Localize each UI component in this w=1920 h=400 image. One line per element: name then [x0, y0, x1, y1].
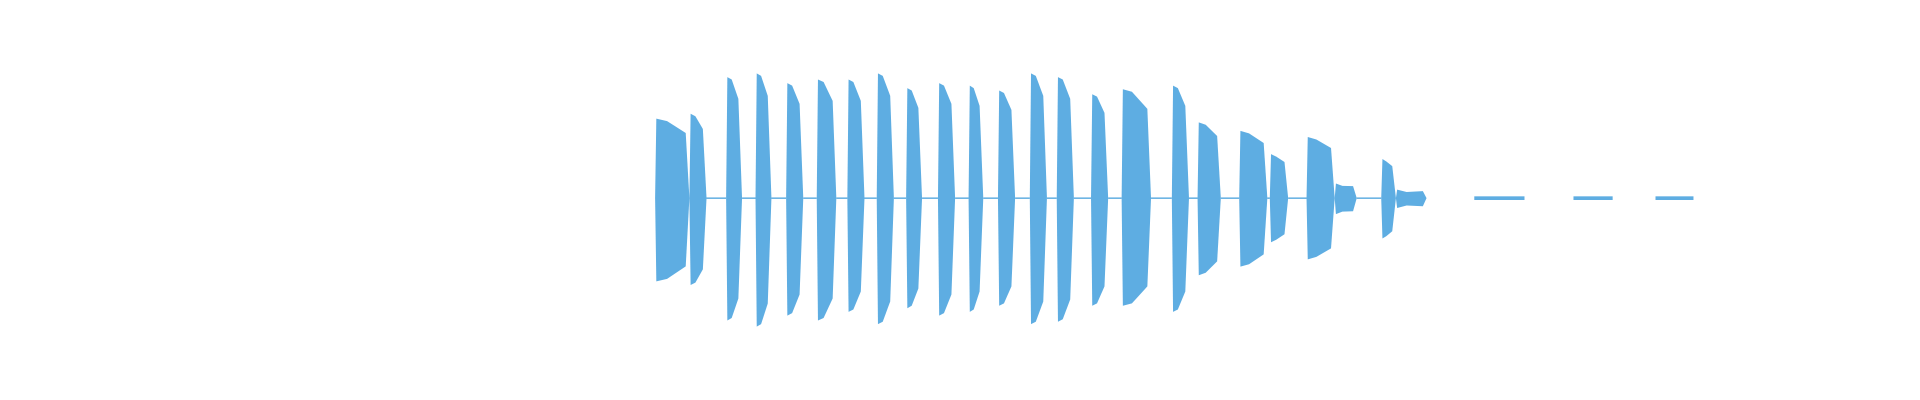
waveform-burst: [1056, 77, 1074, 322]
waveform-burst: [1306, 137, 1335, 260]
waveform-burst: [876, 73, 894, 325]
waveform-burst: [937, 83, 956, 316]
waveform-burst: [997, 90, 1016, 306]
waveform-silence: [922, 197, 938, 199]
waveform-burst: [816, 79, 837, 321]
waveform-burst: [1171, 85, 1189, 312]
waveform-burst: [786, 83, 804, 316]
waveform-burst: [906, 88, 923, 309]
waveform-tail: [1655, 196, 1694, 200]
waveform-silence: [1015, 197, 1030, 199]
waveform-burst: [689, 113, 707, 286]
waveform-silence: [1108, 197, 1122, 199]
waveform-silence: [1267, 197, 1270, 199]
waveform-silence: [742, 197, 756, 199]
waveform-burst: [1121, 89, 1152, 306]
waveform-burst: [755, 73, 772, 327]
waveform-burst: [1029, 73, 1047, 325]
waveform-silence: [864, 197, 877, 199]
waveform-silence: [1151, 197, 1172, 199]
waveform-burst: [726, 77, 743, 321]
waveform-silence: [803, 197, 817, 199]
waveform-burst: [1381, 159, 1396, 239]
waveform-burst: [847, 79, 865, 312]
waveform-silence: [1073, 197, 1092, 199]
waveform-silence: [1220, 197, 1240, 199]
waveform-burst: [1197, 122, 1221, 276]
waveform-burst: [1239, 130, 1268, 267]
waveform-silence: [1356, 197, 1382, 199]
waveform-silence: [706, 197, 727, 199]
waveform-silence: [1188, 197, 1198, 199]
waveform-burst: [1395, 189, 1427, 208]
waveform-burst: [1334, 183, 1357, 215]
waveform-burst: [1091, 94, 1109, 306]
waveform-tail: [1573, 196, 1613, 200]
waveform-silence: [893, 197, 907, 199]
waveform-silence: [771, 197, 787, 199]
waveform-burst: [968, 85, 984, 312]
waveform-silence: [955, 197, 969, 199]
waveform-tail: [1474, 196, 1525, 200]
waveform-silence: [983, 197, 998, 199]
waveform-silence: [1046, 197, 1057, 199]
waveform-burst: [655, 118, 690, 282]
waveform-burst: [1269, 154, 1289, 243]
waveform-silence: [1288, 197, 1307, 199]
waveform-silence: [836, 197, 848, 199]
